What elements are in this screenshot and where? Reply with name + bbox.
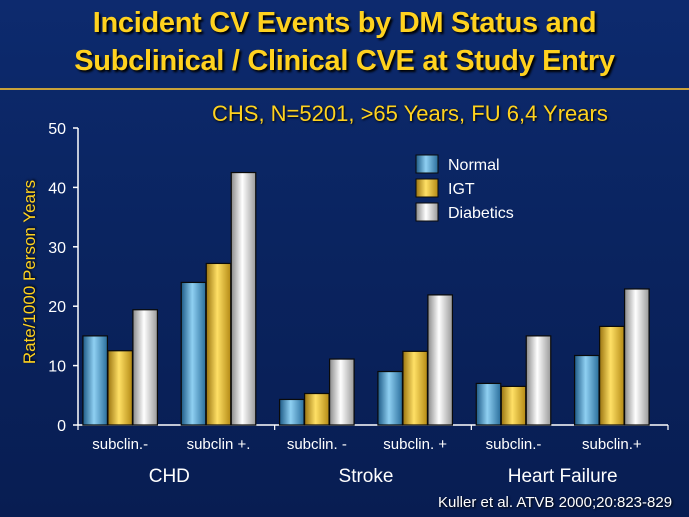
x-tick-label: subclin.- xyxy=(486,436,542,453)
x-tick-label: subclin.- xyxy=(92,436,148,453)
x-tick-label: subclin. + xyxy=(383,436,447,453)
bar-igt-5 xyxy=(500,385,527,426)
y-tick-label: 40 xyxy=(48,180,66,197)
title-line-2: Subclinical / Clinical CVE at Study Entr… xyxy=(74,45,615,77)
title-divider xyxy=(0,88,689,90)
legend-swatch-igt xyxy=(415,178,439,198)
group-label: Heart Failure xyxy=(508,466,618,487)
x-tick-label: subclin +. xyxy=(187,436,251,453)
bar-diabetics-1 xyxy=(132,309,159,426)
bar-igt-1 xyxy=(107,350,134,426)
title-line-1: Incident CV Events by DM Status and xyxy=(92,7,597,39)
bar-igt-6 xyxy=(598,325,625,426)
bar-diabetics-3 xyxy=(328,358,355,426)
y-tick-label: 0 xyxy=(57,418,66,435)
bar-diabetics-2 xyxy=(230,171,257,426)
x-tick-label: subclin. - xyxy=(287,436,347,453)
slide-title: Incident CV Events by DM Status and Subc… xyxy=(0,4,689,80)
bar-normal-2 xyxy=(180,281,207,426)
y-tick-label: 30 xyxy=(48,240,66,257)
bar-normal-1 xyxy=(82,335,109,426)
bar-normal-6 xyxy=(573,354,600,426)
group-label: Stroke xyxy=(339,466,394,487)
bar-normal-3 xyxy=(278,398,305,426)
chart-subtitle: CHS, N=5201, >65 Years, FU 6,4 Yrears xyxy=(212,101,608,126)
y-tick-label: 50 xyxy=(48,121,66,138)
bar-diabetics-5 xyxy=(525,335,552,426)
y-tick-label: 10 xyxy=(48,359,66,376)
x-tick-label: subclin.+ xyxy=(582,436,642,453)
legend-label: Diabetics xyxy=(448,205,514,222)
legend-label: IGT xyxy=(448,181,475,198)
bar-diabetics-6 xyxy=(623,288,650,426)
bar-igt-4 xyxy=(402,350,429,426)
citation: Kuller et al. ATVB 2000;20:823-829 xyxy=(438,494,673,511)
legend-swatch-diabetics xyxy=(415,202,439,222)
bar-diabetics-4 xyxy=(427,294,454,426)
legend-label: Normal xyxy=(448,157,500,174)
y-tick-label: 20 xyxy=(48,299,66,316)
group-label: CHD xyxy=(149,466,190,487)
bar-igt-2 xyxy=(205,262,232,426)
bar-igt-3 xyxy=(303,392,330,426)
legend-swatch-normal xyxy=(415,154,439,174)
bar-normal-5 xyxy=(475,382,502,426)
bar-normal-4 xyxy=(377,370,404,426)
